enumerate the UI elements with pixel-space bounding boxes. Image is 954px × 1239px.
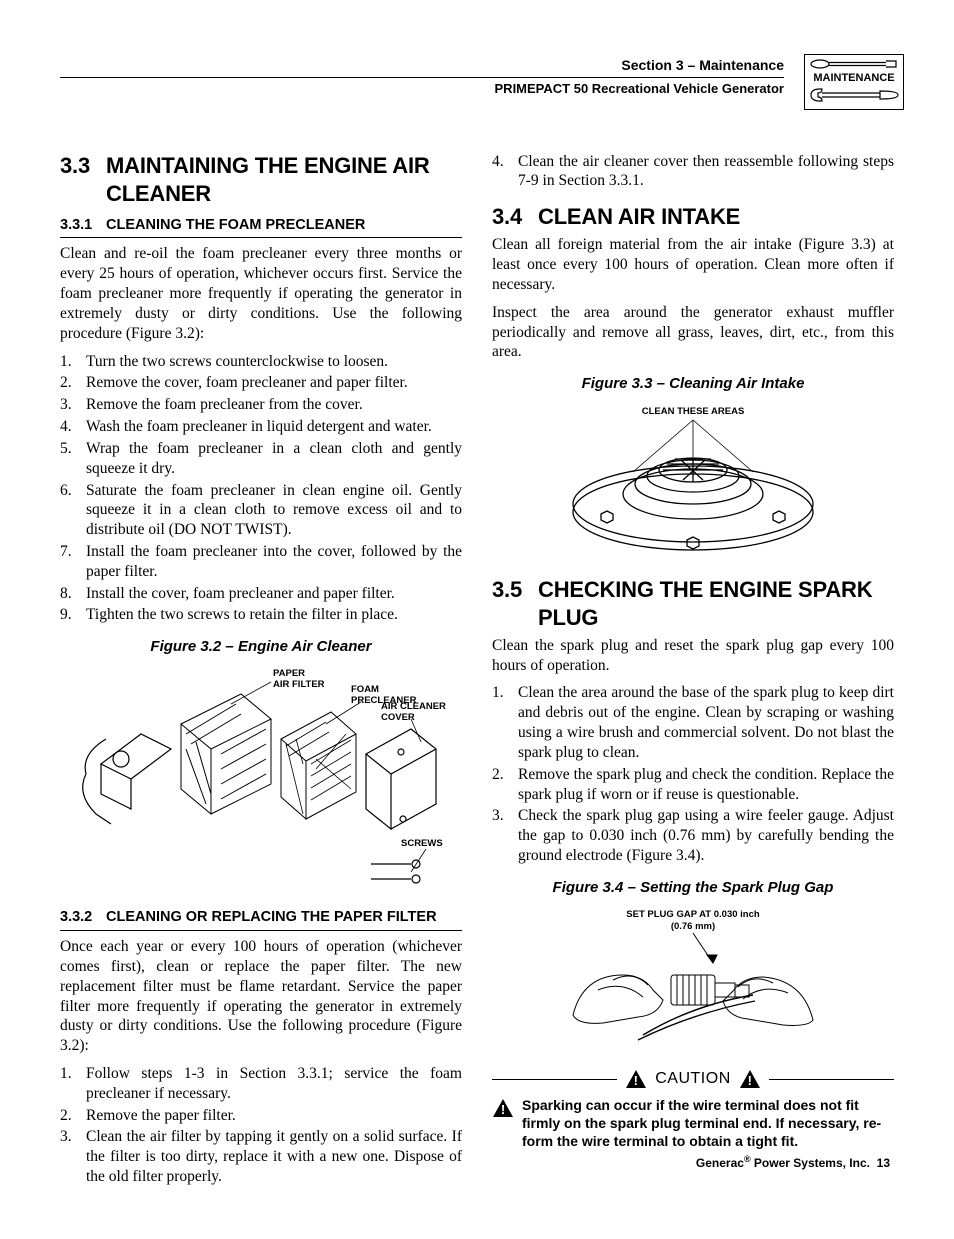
list-331: Turn the two screws counterclockwise to … — [60, 352, 462, 626]
heading-3-3-2: 3.3.2 CLEANING OR REPLACING THE PAPER FI… — [60, 908, 462, 931]
page-header: Section 3 – Maintenance PRIMEPACT 50 Rec… — [60, 56, 894, 98]
product-title: PRIMEPACT 50 Recreational Vehicle Genera… — [60, 81, 784, 98]
para-34a: Clean all foreign material from the air … — [492, 235, 894, 294]
svg-text:COVER: COVER — [381, 712, 415, 723]
warning-icon: ! — [739, 1069, 761, 1089]
figure-3-3: CLEAN THESE AREAS — [492, 402, 894, 562]
figure-3-2-caption: Figure 3.2 – Engine Air Cleaner — [60, 637, 462, 656]
left-column: 3.3 MAINTAINING THE ENGINE AIR CLEANER 3… — [60, 152, 462, 1199]
warning-icon: ! — [625, 1069, 647, 1089]
figure-3-4: SET PLUG GAP AT 0.030 inch (0.76 mm) — [492, 905, 894, 1055]
svg-text:AIR FILTER: AIR FILTER — [273, 679, 325, 690]
fig33-label: CLEAN THESE AREAS — [642, 406, 745, 417]
list-item: Install the cover, foam precleaner and p… — [60, 584, 462, 604]
section-title: Section 3 – Maintenance — [60, 57, 784, 78]
figure-3-4-caption: Figure 3.4 – Setting the Spark Plug Gap — [492, 878, 894, 897]
svg-text:SCREWS: SCREWS — [401, 838, 443, 849]
list-332-cont: Clean the air cleaner cover then reassem… — [492, 152, 894, 192]
list-item: Clean the area around the base of the sp… — [492, 683, 894, 762]
caution-body: ! Sparking can occur if the wire termina… — [492, 1096, 894, 1151]
page-footer: Generac® Power Systems, Inc. 13 — [492, 1154, 894, 1171]
list-332: Follow steps 1-3 in Section 3.3.1; servi… — [60, 1064, 462, 1187]
list-item: Remove the foam precleaner from the cove… — [60, 395, 462, 415]
figure-3-2: PAPER AIR FILTER FOAM PRECLEANER AIR CLE… — [60, 664, 462, 894]
figure-3-3-caption: Figure 3.3 – Cleaning Air Intake — [492, 374, 894, 393]
svg-text:FOAM: FOAM — [351, 684, 379, 695]
heading-3-4: 3.4 CLEAN AIR INTAKE — [492, 203, 894, 231]
right-column: Clean the air cleaner cover then reassem… — [492, 152, 894, 1199]
svg-text:SET PLUG GAP AT 0.030 inch: SET PLUG GAP AT 0.030 inch — [626, 909, 760, 920]
list-item: Remove the cover, foam precleaner and pa… — [60, 373, 462, 393]
list-item: Remove the paper filter. — [60, 1106, 462, 1126]
para-332: Once each year or every 100 hours of ope… — [60, 937, 462, 1056]
caution-heading: ! CAUTION ! — [492, 1069, 894, 1089]
list-item: Follow steps 1-3 in Section 3.3.1; servi… — [60, 1064, 462, 1104]
list-item: Saturate the foam precleaner in clean en… — [60, 481, 462, 540]
heading-3-3: 3.3 MAINTAINING THE ENGINE AIR CLEANER — [60, 152, 462, 208]
svg-text:!: ! — [501, 1102, 505, 1117]
svg-text:!: ! — [634, 1073, 639, 1088]
list-item: Tighten the two screws to retain the fil… — [60, 605, 462, 625]
list-item: Remove the spark plug and check the cond… — [492, 765, 894, 805]
list-item: Wrap the foam precleaner in a clean clot… — [60, 439, 462, 479]
maintenance-icon: MAINTENANCE — [804, 54, 904, 110]
svg-text:!: ! — [747, 1073, 752, 1088]
list-item: Turn the two screws counterclockwise to … — [60, 352, 462, 372]
list-item: Clean the air cleaner cover then reassem… — [492, 152, 894, 192]
header-text-block: Section 3 – Maintenance PRIMEPACT 50 Rec… — [60, 56, 894, 98]
list-item: Install the foam precleaner into the cov… — [60, 542, 462, 582]
list-35: Clean the area around the base of the sp… — [492, 683, 894, 865]
heading-3-3-1: 3.3.1 CLEANING THE FOAM PRECLEANER — [60, 216, 462, 239]
list-item: Clean the air filter by tapping it gentl… — [60, 1127, 462, 1186]
svg-text:(0.76 mm): (0.76 mm) — [671, 921, 715, 932]
caution-box: ! CAUTION ! ! Sparking can occur if the … — [492, 1069, 894, 1150]
list-item: Wash the foam precleaner in liquid deter… — [60, 417, 462, 437]
para-331: Clean and re-oil the foam precleaner eve… — [60, 244, 462, 343]
svg-text:PAPER: PAPER — [273, 668, 305, 679]
maintenance-icon-label: MAINTENANCE — [813, 72, 894, 84]
heading-3-5: 3.5 CHECKING THE ENGINE SPARK PLUG — [492, 576, 894, 632]
svg-text:AIR CLEANER: AIR CLEANER — [381, 701, 446, 712]
para-34b: Inspect the area around the generator ex… — [492, 303, 894, 362]
warning-icon: ! — [492, 1098, 514, 1118]
list-item: Check the spark plug gap using a wire fe… — [492, 806, 894, 865]
content-columns: 3.3 MAINTAINING THE ENGINE AIR CLEANER 3… — [60, 152, 894, 1199]
para-35: Clean the spark plug and reset the spark… — [492, 636, 894, 676]
